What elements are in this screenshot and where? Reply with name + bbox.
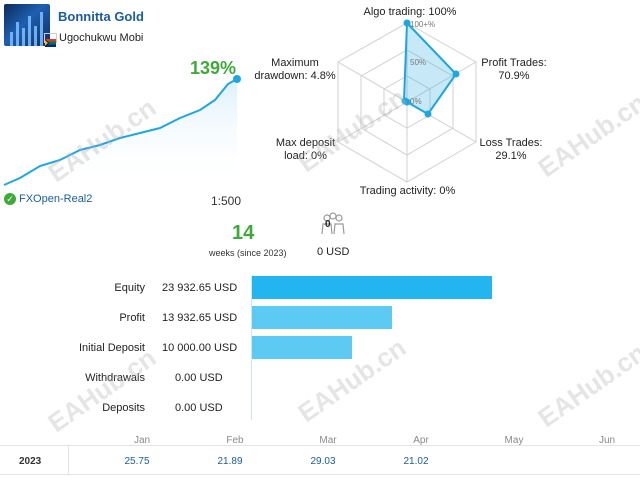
radar-chart	[337, 19, 477, 183]
month-value[interactable]: 21.89	[217, 456, 243, 467]
month-value[interactable]: 21.02	[403, 456, 429, 467]
radar-point-profit	[452, 70, 460, 78]
growth-endpoint	[233, 75, 241, 83]
radar-scale-50: 50%	[410, 58, 427, 67]
radar-label-drawdown: Maximum drawdown: 4.8%	[254, 57, 336, 82]
leverage: 1:500	[211, 194, 242, 208]
stat-value: 23 932.65 USD	[162, 282, 238, 294]
stat-label: Withdrawals	[85, 372, 145, 384]
watermark: EAHub.cn	[532, 87, 640, 184]
stat-value: 13 932.65 USD	[162, 312, 238, 324]
flag-icon	[44, 33, 57, 47]
month-label: Mar	[319, 435, 337, 446]
stat-value: 10 000.00 USD	[162, 342, 238, 354]
watermark: EAHub.cn	[42, 342, 162, 439]
weeks-label: weeks (since 2023)	[209, 248, 287, 258]
month-value[interactable]: 25.75	[124, 456, 150, 467]
month-value[interactable]: 29.03	[310, 456, 336, 467]
table-divider	[0, 445, 640, 446]
stat-bar	[252, 336, 352, 359]
stat-label: Equity	[114, 282, 145, 294]
stat-value: 0.00 USD	[175, 402, 223, 414]
check-icon: ✓	[4, 193, 16, 205]
radar-point-loss	[424, 110, 432, 118]
year-label: 2023	[19, 456, 42, 467]
stat-bar	[252, 306, 392, 329]
month-label: Feb	[226, 435, 244, 446]
growth-line	[3, 78, 238, 186]
radar-label-deposit-load: Max deposit load: 0%	[275, 137, 336, 162]
radar-scale-100: 100+%	[410, 20, 436, 29]
month-label: Jan	[133, 435, 151, 446]
table-divider-bottom	[0, 474, 640, 475]
year-divider	[68, 445, 69, 475]
stat-value: 0.00 USD	[175, 372, 223, 384]
radar-area	[402, 20, 458, 116]
signal-title[interactable]: Bonnitta Gold	[58, 9, 144, 24]
month-label: May	[504, 435, 524, 446]
radar-label-loss: Loss Trades: 29.1%	[479, 137, 543, 162]
stat-label: Deposits	[102, 402, 145, 414]
month-label: Jun	[598, 435, 616, 446]
weeks-number: 14	[232, 222, 255, 244]
watermark: EAHub.cn	[532, 337, 640, 434]
radar-label-profit: Profit Trades: 70.9%	[481, 57, 547, 82]
subscriber-count: 0	[325, 219, 331, 230]
stat-label: Initial Deposit	[78, 342, 145, 354]
radar-label-activity: Trading activity: 0%	[359, 185, 456, 197]
growth-chart	[3, 75, 241, 190]
signal-thumbnail[interactable]	[4, 4, 50, 46]
stat-label: Profit	[119, 312, 145, 324]
growth-value: 139%	[190, 58, 237, 78]
people-icon	[321, 212, 345, 235]
broker[interactable]: ✓ FXOpen-Real2	[4, 193, 92, 205]
bars-axis	[251, 275, 252, 420]
broker-name: FXOpen-Real2	[19, 193, 93, 205]
radar-label-algo: Algo trading: 100%	[363, 6, 457, 18]
author-name[interactable]: Ugochukwu Mobi	[59, 32, 144, 44]
subscriber-amount: 0 USD	[317, 246, 350, 258]
radar-scale-0: 0%	[410, 97, 422, 106]
radar-point-drawdown	[401, 97, 409, 105]
month-label: Apr	[413, 435, 429, 446]
radar-point-algo	[403, 19, 411, 27]
stat-bar	[252, 276, 492, 299]
